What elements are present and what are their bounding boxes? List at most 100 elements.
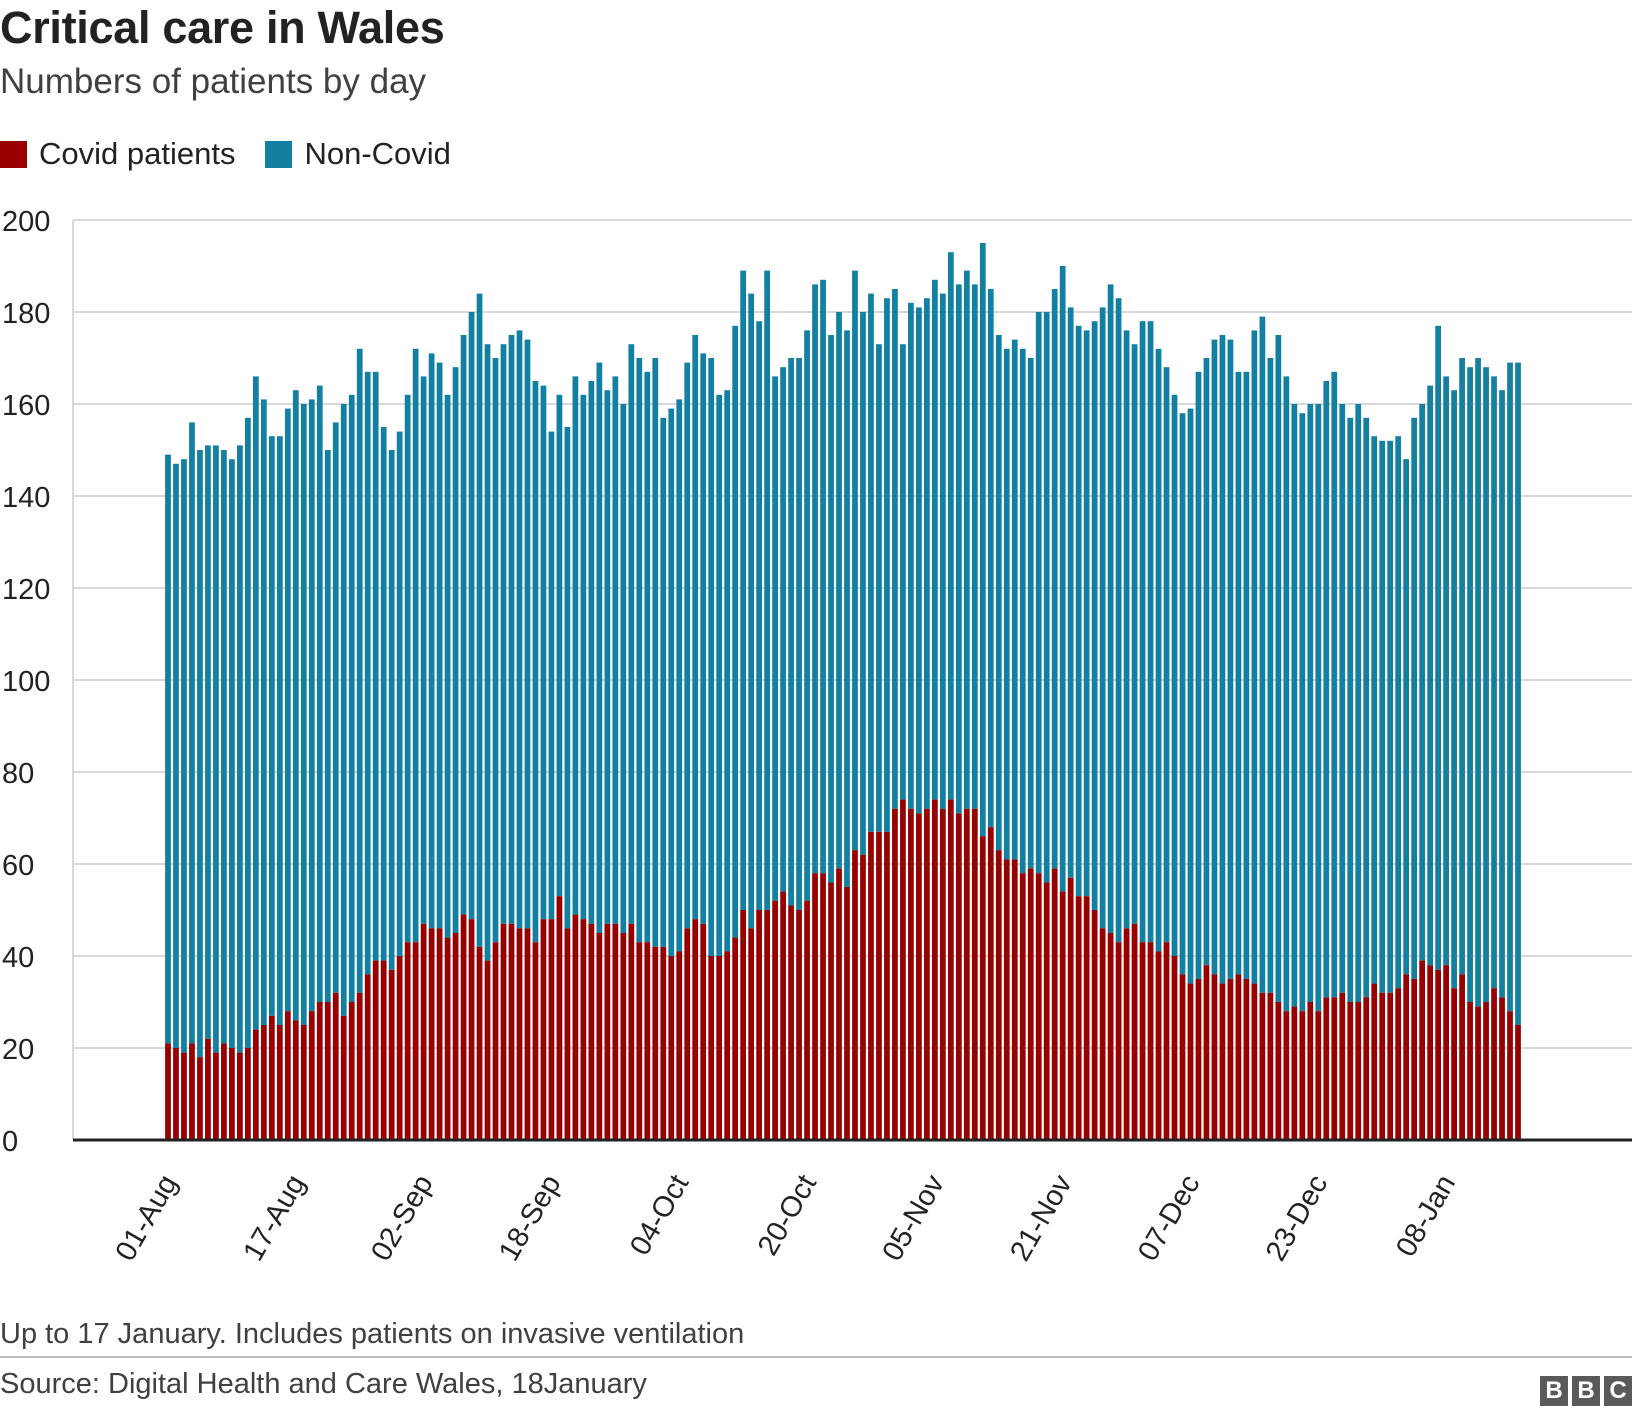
bar-covid-75 xyxy=(764,910,770,1140)
bar-noncovid-37 xyxy=(460,335,467,915)
bar-noncovid-109 xyxy=(1035,312,1042,874)
bar-noncovid-116 xyxy=(1091,321,1098,910)
bbc-logo: B B C xyxy=(1536,1376,1632,1406)
bar-covid-53 xyxy=(588,923,595,1140)
bar-covid-1 xyxy=(173,1048,179,1140)
bar-noncovid-66 xyxy=(692,335,699,920)
bar-covid-7 xyxy=(221,1043,227,1140)
bar-noncovid-4 xyxy=(197,450,203,1058)
bar-covid-70 xyxy=(724,951,731,1140)
bar-covid-26 xyxy=(372,960,379,1140)
bar-covid-24 xyxy=(356,992,363,1140)
bar-covid-34 xyxy=(436,928,443,1140)
bar-noncovid-19 xyxy=(316,385,323,1003)
bar-covid-152 xyxy=(1379,992,1386,1140)
bar-noncovid-36 xyxy=(452,367,459,933)
bar-noncovid-144 xyxy=(1315,404,1322,1012)
bar-noncovid-22 xyxy=(340,404,347,1016)
bar-covid-50 xyxy=(564,928,571,1140)
bar-covid-96 xyxy=(931,799,938,1140)
bar-noncovid-154 xyxy=(1395,436,1402,989)
bar-covid-3 xyxy=(189,1043,195,1140)
bar-covid-87 xyxy=(860,854,866,1140)
bar-covid-98 xyxy=(947,799,954,1140)
bar-covid-27 xyxy=(380,960,387,1140)
bar-covid-76 xyxy=(772,900,778,1140)
bar-covid-52 xyxy=(580,919,587,1140)
bar-noncovid-90 xyxy=(884,298,890,832)
bar-covid-41 xyxy=(492,942,499,1140)
bar-covid-36 xyxy=(452,933,459,1140)
bar-noncovid-68 xyxy=(708,358,715,956)
bar-covid-15 xyxy=(284,1011,291,1140)
bar-noncovid-82 xyxy=(820,279,826,874)
bar-noncovid-160 xyxy=(1443,376,1449,966)
bar-covid-46 xyxy=(532,942,539,1140)
bar-noncovid-93 xyxy=(908,302,914,809)
bar-noncovid-103 xyxy=(987,289,994,828)
bar-covid-44 xyxy=(516,928,523,1140)
bar-covid-168 xyxy=(1507,1011,1513,1140)
y-tick-label-100: 100 xyxy=(2,666,50,698)
bar-noncovid-86 xyxy=(852,270,858,851)
bar-noncovid-41 xyxy=(492,358,499,943)
bar-covid-54 xyxy=(596,933,603,1140)
bar-covid-133 xyxy=(1227,979,1234,1140)
x-tick-label-2: 02-Sep xyxy=(365,1170,439,1267)
bar-noncovid-24 xyxy=(356,348,363,993)
x-tick-label-6: 05-Nov xyxy=(876,1169,951,1266)
bar-covid-119 xyxy=(1115,942,1122,1140)
bar-noncovid-150 xyxy=(1363,417,1370,998)
bar-covid-136 xyxy=(1251,983,1258,1140)
bar-covid-110 xyxy=(1043,882,1050,1140)
bar-covid-6 xyxy=(213,1052,219,1140)
bar-noncovid-157 xyxy=(1419,404,1426,961)
bar-noncovid-85 xyxy=(844,330,850,887)
x-tick-label-8: 07-Dec xyxy=(1132,1170,1206,1267)
bar-noncovid-27 xyxy=(380,427,387,961)
bar-noncovid-158 xyxy=(1427,385,1434,966)
bar-noncovid-165 xyxy=(1483,367,1489,1002)
bar-covid-90 xyxy=(884,831,890,1140)
bar-noncovid-71 xyxy=(732,325,739,938)
bar-covid-100 xyxy=(963,808,970,1140)
bar-covid-132 xyxy=(1219,983,1226,1140)
bar-noncovid-10 xyxy=(245,417,251,1048)
bar-covid-23 xyxy=(348,1002,355,1140)
bar-noncovid-106 xyxy=(1011,339,1018,860)
bar-noncovid-167 xyxy=(1499,390,1505,998)
bar-noncovid-89 xyxy=(876,344,882,832)
bar-noncovid-29 xyxy=(396,431,403,957)
bar-covid-121 xyxy=(1131,923,1138,1140)
bar-noncovid-141 xyxy=(1291,404,1298,1007)
bar-noncovid-119 xyxy=(1115,298,1122,943)
bar-covid-77 xyxy=(780,891,786,1140)
bar-covid-99 xyxy=(955,813,962,1140)
bar-noncovid-133 xyxy=(1227,339,1234,980)
bar-covid-124 xyxy=(1155,951,1162,1140)
bar-noncovid-126 xyxy=(1171,394,1178,956)
bar-noncovid-139 xyxy=(1275,335,1282,1002)
bar-noncovid-135 xyxy=(1243,371,1250,979)
bar-noncovid-8 xyxy=(229,459,235,1048)
bar-noncovid-128 xyxy=(1187,408,1194,984)
bar-noncovid-159 xyxy=(1435,325,1441,970)
bar-noncovid-152 xyxy=(1379,440,1386,993)
y-tick-label-0: 0 xyxy=(2,1126,18,1158)
bar-noncovid-69 xyxy=(716,394,723,956)
bar-noncovid-142 xyxy=(1299,413,1306,1012)
bar-covid-22 xyxy=(340,1015,347,1140)
stacked-bar-chart: 0 20 40 60 80 100 120 140 160 180 200 01-Aug 17-Aug… xyxy=(2,206,1632,1267)
bar-covid-2 xyxy=(181,1052,187,1140)
y-tick-label-200: 200 xyxy=(2,206,50,238)
bar-noncovid-156 xyxy=(1411,417,1418,979)
bar-covid-159 xyxy=(1435,969,1441,1140)
bar-noncovid-63 xyxy=(668,408,675,957)
legend-item-noncovid: Non-Covid xyxy=(265,136,451,172)
bar-covid-71 xyxy=(732,937,739,1140)
bar-noncovid-80 xyxy=(804,330,810,901)
bar-covid-31 xyxy=(412,942,419,1140)
bar-noncovid-99 xyxy=(955,284,962,814)
bar-noncovid-107 xyxy=(1019,348,1026,874)
bar-covid-39 xyxy=(476,946,483,1140)
